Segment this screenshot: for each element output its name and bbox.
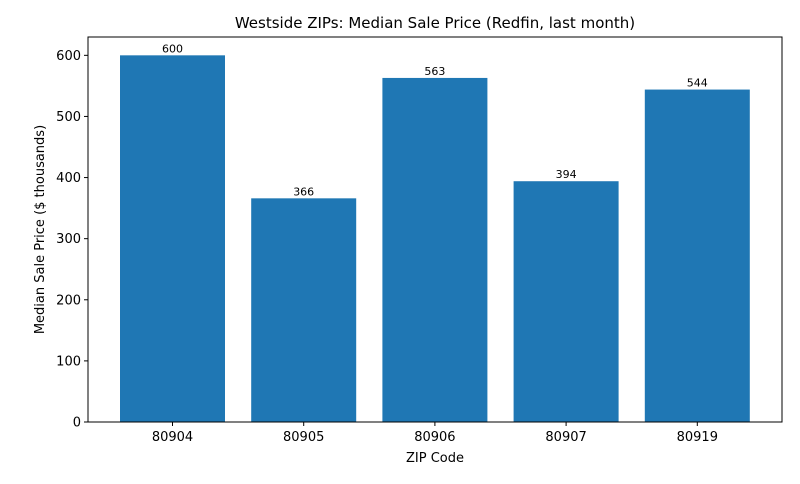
y-tick-label-0: 0 — [73, 416, 81, 431]
chart-title: Westside ZIPs: Median Sale Price (Redfin… — [235, 14, 635, 32]
x-tick-label-80907: 80907 — [545, 430, 586, 445]
bar-value-label-80907: 394 — [556, 168, 577, 181]
bars-layer — [120, 55, 750, 422]
y-axis-label: Median Sale Price ($ thousands) — [33, 125, 48, 334]
bar-value-label-80906: 563 — [424, 65, 445, 78]
x-tick-label-80905: 80905 — [283, 430, 324, 445]
y-tick-label-400: 400 — [56, 171, 81, 186]
x-axis: 80904 80905 80906 80907 80919 — [152, 422, 718, 445]
x-axis-label: ZIP Code — [406, 451, 464, 466]
y-tick-label-200: 200 — [56, 293, 81, 308]
plot-frame — [87, 36, 783, 423]
y-tick-label-600: 600 — [56, 49, 81, 64]
x-tick-label-80906: 80906 — [414, 430, 455, 445]
y-axis: 0 100 200 300 400 500 600 — [56, 49, 88, 431]
bar-80905 — [251, 198, 357, 422]
y-tick-label-100: 100 — [56, 354, 81, 369]
bar-80907 — [513, 181, 619, 422]
y-tick-label-500: 500 — [56, 110, 81, 125]
bar-80906 — [382, 77, 488, 422]
x-tick-label-80904: 80904 — [152, 430, 193, 445]
bar-80904 — [120, 55, 225, 422]
bar-labels-layer: 600 366 563 394 544 — [162, 42, 708, 198]
x-tick-label-80919: 80919 — [677, 430, 718, 445]
bar-value-label-80905: 366 — [293, 185, 314, 198]
y-tick-label-300: 300 — [56, 232, 81, 247]
bar-80919 — [644, 89, 750, 422]
bar-value-label-80904: 600 — [162, 42, 183, 55]
bar-value-label-80919: 544 — [687, 77, 708, 90]
